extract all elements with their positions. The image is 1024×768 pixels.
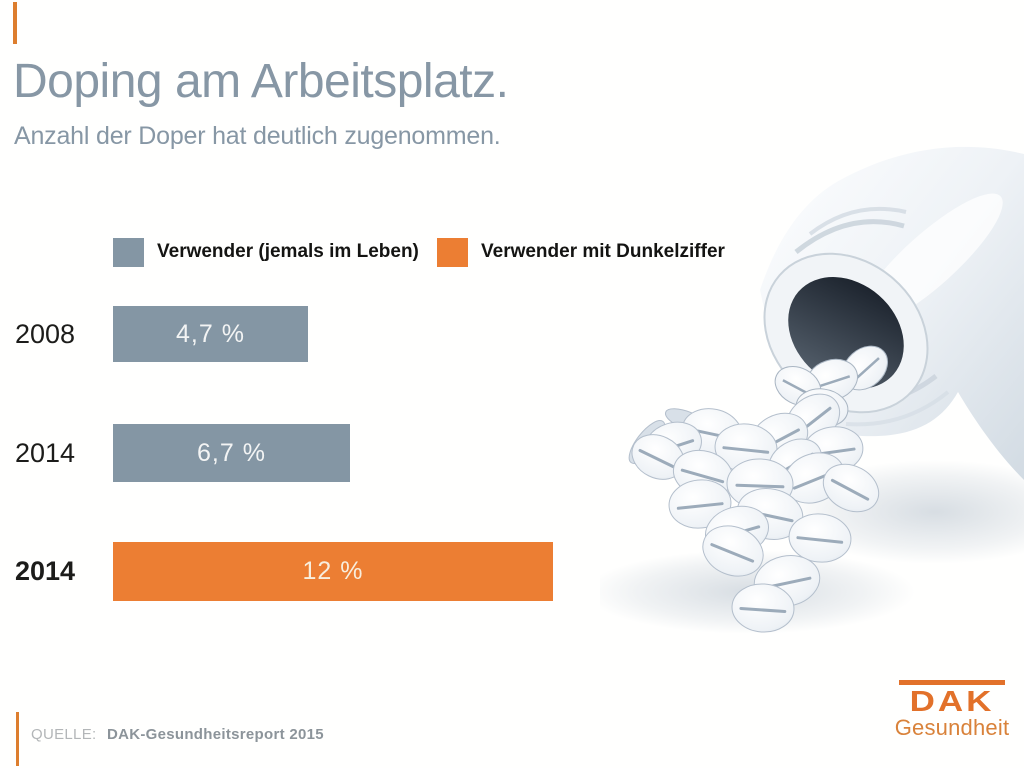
- bar-category-2014: 2014: [15, 437, 76, 468]
- tablets-spilled: [628, 393, 880, 633]
- legend-item-dunkelziffer: Verwender mit Dunkelziffer: [437, 237, 725, 267]
- dak-logo-subline: Gesundheit: [894, 715, 1010, 740]
- accent-tick-top: [13, 2, 17, 44]
- page-subtitle: Anzahl der Doper hat deutlich zugenommen…: [14, 122, 501, 150]
- legend-swatch-slate: [113, 237, 144, 267]
- pill-bottle-illustration: [600, 146, 1024, 634]
- neck-ridge: [808, 206, 907, 236]
- dak-logo: DAK Gesundheit: [893, 680, 1011, 741]
- bar-2014-verwender: 6,7 %: [113, 424, 350, 482]
- neck-ridge: [845, 390, 950, 427]
- bar-value-label: 12 %: [302, 557, 364, 585]
- source-prefix: QUELLE:: [31, 726, 97, 743]
- dak-logo-bar: [899, 680, 1005, 685]
- neck-ridge: [794, 219, 905, 254]
- bar-2008-verwender: 4,7 %: [113, 306, 308, 362]
- bar-category-2014-dunkelziffer: 2014: [15, 556, 76, 586]
- legend-label: Verwender (jemals im Leben): [157, 241, 419, 262]
- bar-2014-dunkelziffer: 12 %: [113, 542, 553, 601]
- legend-label: Verwender mit Dunkelziffer: [481, 241, 725, 262]
- bar-value-label: 4,7 %: [176, 319, 245, 348]
- page-title: Doping am Arbeitsplatz.: [13, 55, 509, 108]
- dak-logo-wordmark: DAK: [909, 685, 995, 718]
- bar-category-2008: 2008: [15, 318, 76, 349]
- bar-value-label: 6,7 %: [197, 438, 266, 467]
- source-line: QUELLE: DAK-Gesundheitsreport 2015: [31, 726, 324, 743]
- legend-item-verwender: Verwender (jemals im Leben): [113, 237, 419, 267]
- accent-tick-bottom: [16, 712, 19, 766]
- legend-swatch-orange: [437, 237, 468, 267]
- source-text: DAK-Gesundheitsreport 2015: [106, 726, 324, 743]
